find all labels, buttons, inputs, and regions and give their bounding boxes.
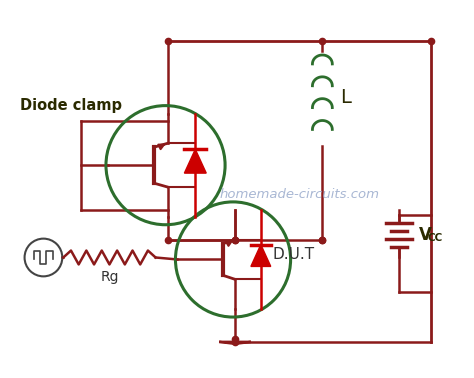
- Text: homemade-circuits.com: homemade-circuits.com: [219, 189, 380, 201]
- Text: Diode clamp: Diode clamp: [19, 98, 122, 113]
- Text: D.U.T: D.U.T: [273, 247, 315, 262]
- Text: Rg: Rg: [100, 270, 118, 284]
- Polygon shape: [184, 149, 206, 173]
- Polygon shape: [219, 342, 251, 344]
- Text: L: L: [340, 88, 351, 107]
- Polygon shape: [251, 245, 271, 266]
- Text: CC: CC: [428, 232, 443, 243]
- Text: V: V: [419, 226, 431, 244]
